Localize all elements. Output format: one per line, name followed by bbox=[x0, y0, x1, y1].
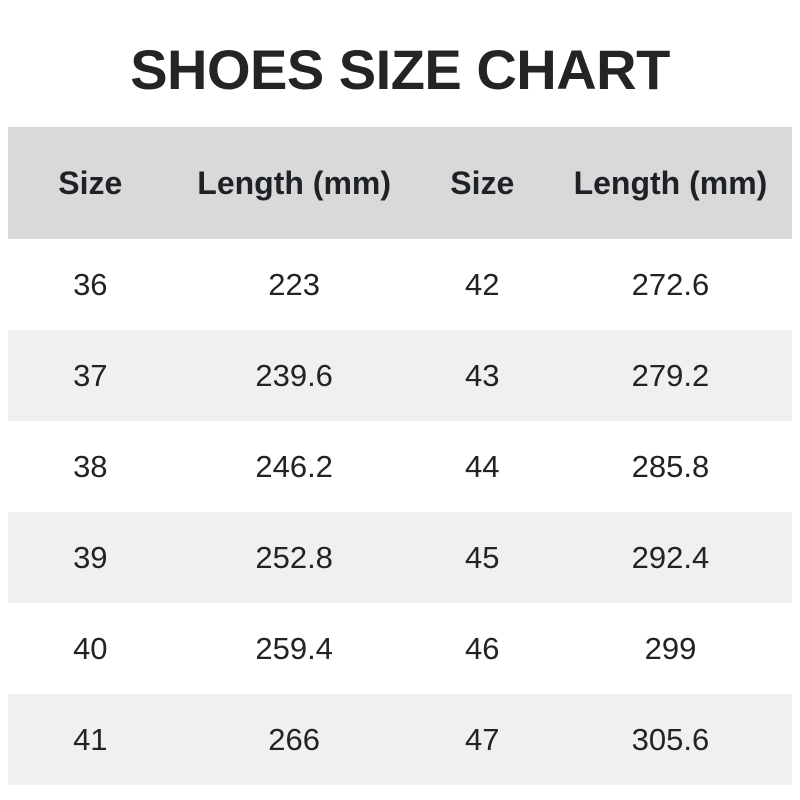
table-header-row: Size Length (mm) Size Length (mm) bbox=[8, 127, 792, 240]
column-header-length-right: Length (mm) bbox=[548, 127, 792, 240]
cell-length-right: 299 bbox=[644, 630, 697, 666]
cell-length-left: 266 bbox=[268, 721, 320, 757]
cell-size-left: 40 bbox=[73, 630, 108, 666]
table-row: 38 246.2 44 285.8 bbox=[8, 421, 792, 513]
column-header-size-left: Size bbox=[8, 127, 173, 240]
cell-size-right: 46 bbox=[465, 630, 500, 666]
table-row: 39 252.8 45 292.4 bbox=[8, 512, 792, 604]
column-header-length-left: Length (mm) bbox=[172, 127, 416, 240]
cell-size-left: 38 bbox=[73, 448, 108, 484]
table-row: 40 259.4 46 299 bbox=[8, 603, 792, 695]
cell-size-left: 37 bbox=[73, 357, 108, 393]
cell-length-right: 292.4 bbox=[631, 539, 710, 575]
size-chart-table: Size Length (mm) Size Length (mm) 36 223… bbox=[8, 127, 792, 786]
cell-length-right: 285.8 bbox=[631, 448, 710, 484]
cell-size-left: 36 bbox=[73, 266, 108, 302]
cell-length-right: 305.6 bbox=[631, 721, 710, 757]
cell-length-left: 252.8 bbox=[255, 539, 333, 575]
cell-length-left: 246.2 bbox=[255, 448, 333, 484]
cell-size-right: 47 bbox=[465, 721, 500, 757]
page-title: SHOES SIZE CHART bbox=[130, 38, 670, 101]
cell-size-left: 39 bbox=[73, 539, 108, 575]
cell-size-left: 41 bbox=[73, 721, 108, 757]
cell-length-right: 279.2 bbox=[631, 357, 710, 393]
column-header-size-right: Size bbox=[415, 127, 549, 240]
cell-size-right: 42 bbox=[465, 266, 500, 302]
cell-size-right: 43 bbox=[465, 357, 500, 393]
table-row: 36 223 42 272.6 bbox=[8, 239, 792, 331]
table-row: 41 266 47 305.6 bbox=[8, 694, 792, 786]
cell-length-left: 239.6 bbox=[255, 357, 333, 393]
cell-length-right: 272.6 bbox=[631, 266, 710, 302]
cell-size-right: 44 bbox=[465, 448, 500, 484]
cell-length-left: 259.4 bbox=[255, 630, 333, 666]
cell-length-left: 223 bbox=[268, 266, 320, 302]
table-row: 37 239.6 43 279.2 bbox=[8, 330, 792, 422]
cell-size-right: 45 bbox=[465, 539, 500, 575]
